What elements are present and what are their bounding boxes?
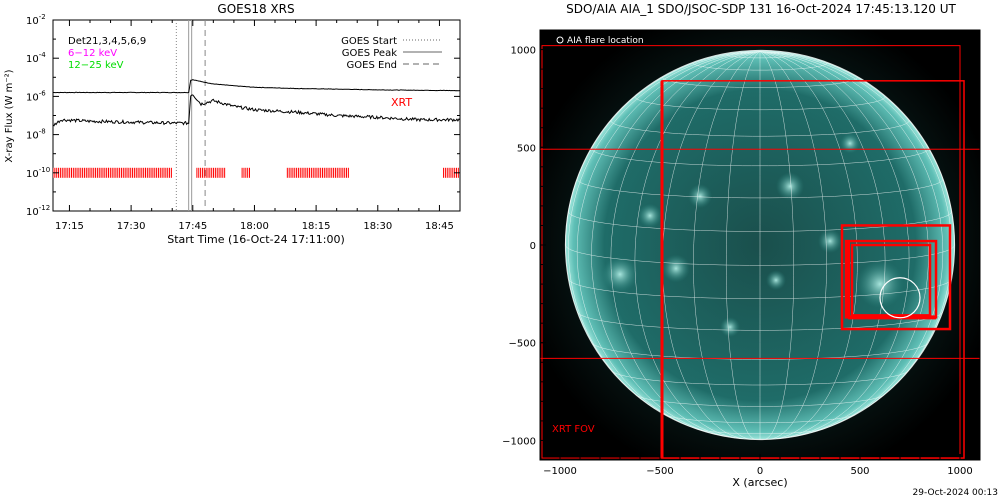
solar-bright-region [720, 317, 740, 338]
longitude-line [759, 51, 944, 432]
goes-y-tick-exponent: -6 [39, 89, 47, 97]
solar-bright-region [818, 229, 842, 254]
aia-x-tick-label: 0 [757, 466, 763, 477]
aia-y-tick-label: 1000 [511, 46, 536, 57]
solar-bright-region [662, 254, 690, 283]
goes-x-tick-label: 17:15 [55, 221, 84, 232]
goes-long-channel-line [53, 79, 460, 94]
goes-x-tick-label: 18:45 [425, 221, 454, 232]
goes-y-tick-label: 10-4 [26, 51, 46, 65]
aia-y-tick-label: 0 [530, 241, 536, 252]
goes-axes: 17:15 17:30 17:45 18:00 18:15 18:30 18:4510-21… [26, 13, 461, 232]
goes-y-axis-label: X-ray Flux (W m⁻²) [4, 69, 15, 162]
longitude-line [693, 51, 761, 440]
aia-legend-label: AIA flare location [567, 36, 644, 46]
goes-y-tick-exponent: -10 [39, 166, 50, 174]
goes-x-tick-label: 17:30 [117, 221, 146, 232]
aia-image-chart: SDO/AIA AIA_1 SDO/JSOC-SDP 131 16-Oct-20… [502, 2, 981, 489]
goes-y-tick-label: 10-10 [26, 166, 50, 180]
longitude-line [759, 51, 858, 440]
goes-legend-right-entry: GOES Start [341, 36, 397, 47]
aia-axes: −1000 −500 0 500 1000 1000 500 0 −500 −1000 [502, 46, 973, 477]
aia-x-tick-label: 500 [850, 466, 869, 477]
goes-plot-area [53, 20, 460, 211]
goes-y-tick-exponent: -12 [39, 204, 50, 212]
flare-location-legend-icon [556, 36, 564, 44]
goes-x-axis-label: Start Time (16-Oct-24 17:11:00) [167, 233, 345, 246]
goes-legend-left-entry: Det21,3,4,5,6,9 [68, 36, 146, 47]
goes-y-tick-base: 10 [26, 169, 39, 180]
longitude-line [759, 51, 827, 440]
longitude-line [568, 51, 761, 410]
aia-y-tick-label: −500 [509, 339, 536, 350]
goes-legend-left-entry: 6−12 keV [68, 48, 117, 59]
aia-x-axis-label: X (arcsec) [732, 476, 787, 489]
goes-y-tick-exponent: -4 [39, 51, 47, 59]
goes-y-tick-label: 10-12 [26, 204, 50, 218]
goes-y-tick-exponent: -8 [39, 128, 46, 136]
solar-bright-region [856, 260, 904, 309]
goes-y-tick-base: 10 [26, 207, 39, 218]
longitude-line [591, 51, 761, 437]
goes-x-tick-label: 18:30 [363, 221, 392, 232]
xrt-annotation: XRT [391, 96, 412, 109]
goes-legend-left-entry: 12−25 keV [68, 60, 124, 71]
aia-legend: AIA flare location [556, 36, 644, 46]
solar-limb [564, 49, 956, 441]
longitude-line [634, 51, 761, 439]
longitude-line [759, 51, 952, 410]
longitude-line [725, 51, 761, 440]
solar-bright-region [776, 172, 804, 201]
xrt-fov-rectangle [540, 148, 980, 359]
goes-x-tick-label: 18:15 [302, 221, 331, 232]
goes-y-tick-base: 10 [26, 131, 39, 142]
goes-y-tick-exponent: -2 [39, 13, 46, 21]
longitude-line [759, 51, 795, 440]
solar-bright-region [602, 256, 638, 293]
xrt-fov-rectangle [840, 224, 952, 331]
solar-bright-region [840, 133, 860, 154]
aia-y-tick-label: −1000 [502, 436, 536, 447]
xrt-fov-label: XRT FOV [552, 424, 595, 435]
goes-legend-right-entry: GOES End [347, 60, 397, 71]
aia-image-area [540, 30, 980, 460]
aia-x-tick-label: 1000 [947, 466, 972, 477]
solar-bright-region [688, 184, 712, 209]
goes-chart-title: GOES18 XRS [217, 2, 294, 16]
aia-flare-location-marker [879, 277, 921, 319]
longitude-line [576, 51, 761, 432]
goes-x-tick-label: 18:00 [240, 221, 269, 232]
aia-x-tick-label: −500 [646, 466, 673, 477]
goes-xrs-chart: GOES18 XRS 17:15 17:30 17:45 18:00 18:15 18:3… [4, 2, 461, 246]
goes-y-tick-label: 10-6 [26, 89, 46, 103]
goes-y-tick-label: 10-2 [26, 13, 46, 27]
footer-timestamp: 29-Oct-2024 00:13 [913, 488, 998, 498]
aia-y-tick-label: 500 [517, 143, 536, 154]
aia-chart-title: SDO/AIA AIA_1 SDO/JSOC-SDP 131 16-Oct-20… [566, 2, 956, 16]
solar-bright-region [766, 270, 786, 291]
solar-bright-region [638, 203, 662, 228]
goes-y-tick-base: 10 [26, 54, 39, 65]
goes-short-channel-line [53, 94, 460, 127]
longitude-line [759, 51, 929, 437]
goes-y-tick-label: 10-8 [26, 128, 46, 142]
aia-x-tick-label: −1000 [543, 466, 577, 477]
goes-y-tick-base: 10 [26, 16, 39, 27]
goes-x-tick-label: 17:45 [178, 221, 207, 232]
goes-legend-right-entry: GOES Peak [342, 48, 397, 59]
goes-y-tick-base: 10 [26, 92, 39, 103]
